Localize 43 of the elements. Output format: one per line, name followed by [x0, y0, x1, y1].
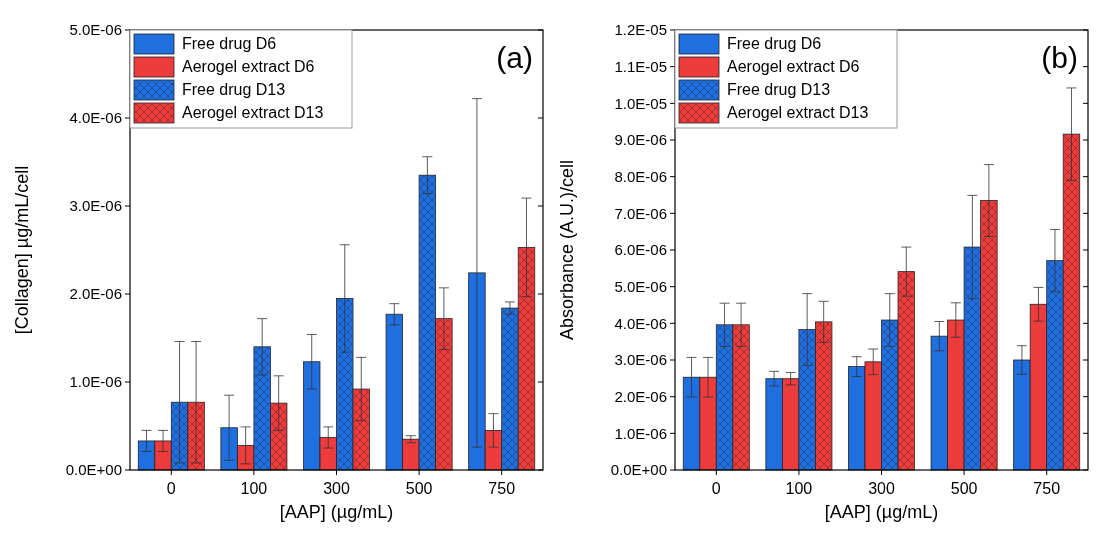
- annotation: (b): [1041, 41, 1078, 74]
- x-tick-label: 500: [950, 480, 978, 497]
- annotation: (a): [496, 41, 533, 74]
- legend-label: Free drug D13: [727, 81, 831, 98]
- y-tick-label: 3.0E-06: [69, 197, 122, 215]
- y-tick-label: 1.0E-05: [614, 94, 667, 112]
- legend-label: Aerogel extract D6: [727, 58, 860, 75]
- legend-label: Free drug D6: [182, 35, 277, 52]
- x-tick-label: 500: [405, 480, 433, 497]
- x-tick-label: 750: [1033, 480, 1061, 497]
- y-tick-label: 1.1E-05: [614, 57, 667, 75]
- y-tick-label: 0.0E+00: [610, 461, 667, 479]
- x-tick-label: 750: [488, 480, 516, 497]
- legend-label: Free drug D13: [182, 81, 286, 98]
- y-tick-label: 8.0E-06: [614, 167, 667, 185]
- x-tick-label: 100: [240, 480, 268, 497]
- x-axis-title: [AAP] (µg/mL): [824, 502, 939, 522]
- y-tick-label: 9.0E-06: [614, 131, 667, 149]
- y-tick-label: 1.2E-05: [614, 21, 667, 39]
- y-tick-label: 2.0E-06: [69, 285, 122, 303]
- y-tick-label: 5.0E-06: [69, 21, 122, 39]
- y-tick-label: 1.0E-06: [614, 424, 667, 442]
- y-tick-label: 3.0E-06: [614, 351, 667, 369]
- x-tick-label: 300: [868, 480, 895, 497]
- x-axis-title: [AAP] (µg/mL): [279, 502, 394, 522]
- x-tick-label: 0: [166, 480, 176, 497]
- y-tick-label: 4.0E-06: [614, 314, 667, 332]
- y-tick-label: 1.0E-06: [69, 373, 122, 391]
- x-tick-label: 100: [785, 480, 813, 497]
- y-tick-label: 2.0E-06: [614, 387, 667, 405]
- y-tick-label: 0.0E+00: [65, 461, 122, 479]
- y-axis-title: Absorbance (A.U.)/cell: [557, 159, 577, 341]
- legend-label: Free drug D6: [727, 35, 822, 52]
- y-axis-title: [Collagen] µg/mL/cell: [12, 165, 32, 335]
- y-tick-label: 5.0E-06: [614, 277, 667, 295]
- x-tick-label: 0: [711, 480, 721, 497]
- y-tick-label: 6.0E-06: [614, 241, 667, 259]
- x-tick-label: 300: [323, 480, 350, 497]
- y-tick-label: 7.0E-06: [614, 204, 667, 222]
- y-tick-label: 4.0E-06: [69, 109, 122, 127]
- legend-label: Aerogel extract D6: [182, 58, 315, 75]
- legend-label: Aerogel extract D13: [182, 104, 324, 121]
- legend-label: Aerogel extract D13: [727, 104, 869, 121]
